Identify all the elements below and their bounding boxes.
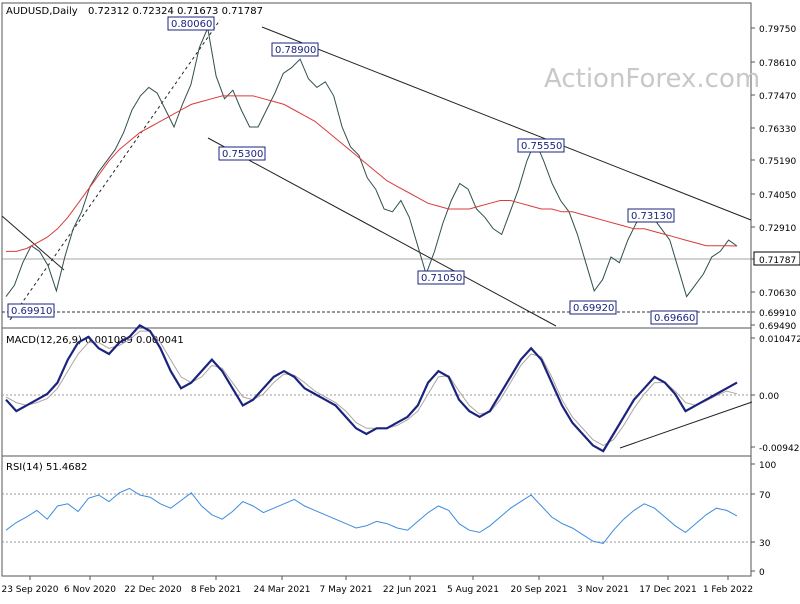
y-tick-label-rsi: 30 <box>759 539 771 549</box>
x-tick-label: 8 Feb 2021 <box>191 585 241 595</box>
rsi-panel: 100 70 30 0 <box>2 461 776 578</box>
y-tick-label-macd: -0.009426 <box>759 444 800 454</box>
y-tick-label-price: 0.70630 <box>759 289 796 299</box>
annotation-box <box>417 270 465 285</box>
rsi-title: RSI(14) 51.4682 <box>6 462 87 473</box>
y-tick-label-macd: 0.010472 <box>759 335 800 345</box>
annotation-box <box>7 303 55 318</box>
y-tick-label-rsi: 100 <box>759 461 776 471</box>
x-tick-label: 1 Feb 2022 <box>703 585 753 595</box>
y-tick-label-rsi: 70 <box>759 491 771 501</box>
annotation-box <box>218 146 266 161</box>
y-tick-label-price: 0.75190 <box>759 157 796 167</box>
annotation-box <box>627 208 675 223</box>
x-tick-label: 7 May 2021 <box>320 585 373 595</box>
y-tick-label-price: 0.77470 <box>759 92 796 102</box>
x-tick-label: 24 Mar 2021 <box>253 585 310 595</box>
x-tick-label: 22 Jun 2021 <box>383 585 437 595</box>
macd-panel: 0.010472 0.00 -0.009426 <box>2 324 800 454</box>
y-tick-label-price: 0.69490 <box>759 322 796 332</box>
annotation-label: 0.75550 <box>521 141 562 152</box>
macd-signal-line <box>5 330 738 446</box>
y-tick-label-price: 0.74050 <box>759 191 796 201</box>
x-tick-label: 22 Dec 2020 <box>124 585 182 595</box>
y-tick-label-price: 0.76330 <box>759 125 796 135</box>
ohlc-readout: 0.72312 0.72324 0.71673 0.71787 <box>88 6 263 17</box>
annotation-label: 0.78900 <box>275 45 316 56</box>
annotation-box <box>650 310 698 325</box>
annotation-box <box>569 300 617 315</box>
y-tick-label-price: 0.78610 <box>759 59 796 69</box>
x-axis: 23 Sep 2020 6 Nov 2020 22 Dec 2020 8 Feb 20… <box>1 576 753 595</box>
current-price-box <box>753 251 800 266</box>
x-tick-label: 20 Sep 2021 <box>510 585 567 595</box>
x-tick-label: 17 Dec 2021 <box>639 585 697 595</box>
annotation-box <box>517 138 565 153</box>
macd-line <box>5 324 738 453</box>
annotation-label: 0.69910 <box>11 306 52 317</box>
annotation-box <box>271 42 319 57</box>
rsi-line <box>5 487 738 544</box>
macd-title: MACD(12,26,9) 0.001089 0.000041 <box>6 335 184 346</box>
y-tick-label-price: 0.79750 <box>759 25 796 35</box>
price-title: AUDUSD,Daily <box>6 6 78 17</box>
y-tick-label-price: 0.69910 <box>759 309 796 319</box>
x-tick-label: 3 Nov 2021 <box>577 585 629 595</box>
rally-dashed-line <box>9 19 221 321</box>
price-series-line <box>5 26 738 298</box>
early-trendline <box>1 215 65 271</box>
annotation-label: 0.75300 <box>222 149 263 160</box>
upper-trendline <box>261 26 752 221</box>
watermark: ActionForex.com <box>544 64 760 94</box>
x-tick-label: 5 Aug 2021 <box>447 585 499 595</box>
lower-trendline <box>207 137 557 327</box>
annotation-label: 0.69920 <box>573 303 614 314</box>
macd-trendline <box>619 401 753 449</box>
y-tick-label-macd: 0.00 <box>759 392 779 402</box>
frame <box>1 2 752 577</box>
price-panel: 0.79750 0.78610 0.77470 0.76330 0.75190 0.740… <box>1 16 800 332</box>
annotation-label: 0.71050 <box>421 273 462 284</box>
x-tick-label: 6 Nov 2020 <box>64 585 116 595</box>
x-tick-label: 23 Sep 2020 <box>1 585 58 595</box>
moving-average-line <box>6 95 738 252</box>
annotation-label: 0.80060 <box>171 19 212 30</box>
annotation-label: 0.73130 <box>631 211 672 222</box>
annotation-label: 0.69660 <box>654 313 695 324</box>
y-tick-label-price: 0.72910 <box>759 224 796 234</box>
annotation-box <box>167 16 215 31</box>
y-tick-label-rsi: 0 <box>759 568 765 578</box>
y-tick-label-price: 0.71787 <box>759 256 796 266</box>
